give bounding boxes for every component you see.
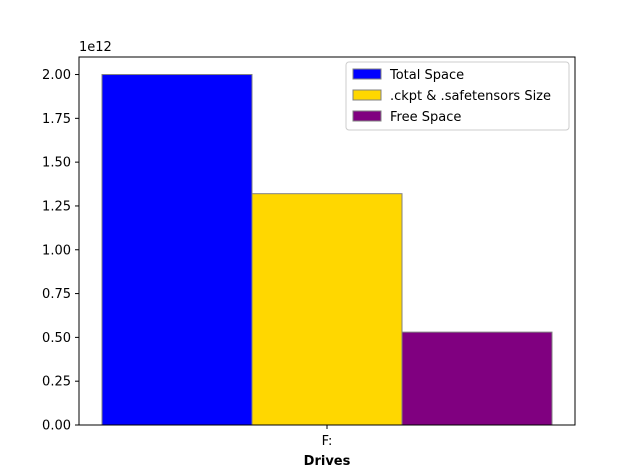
y-tick-label: 1.50 (42, 156, 71, 171)
x-tick-label: F: (322, 434, 333, 449)
legend-label-3: Free Space (390, 110, 461, 125)
x-axis-title: Drives (304, 454, 351, 469)
y-tick-label: 1.75 (42, 112, 71, 127)
bar-2 (251, 193, 403, 426)
bars-group (101, 74, 553, 426)
y-tick-label: 0.00 (42, 419, 71, 434)
bar-3 (401, 331, 553, 426)
plot-frame (78, 56, 576, 426)
legend: Total Space .ckpt & .safetensors Size Free… (345, 61, 570, 131)
legend-label-2: .ckpt & .safetensors Size (390, 89, 551, 104)
x-axis-ticks: F: (322, 425, 333, 449)
y-tick-label: 1.25 (42, 199, 71, 214)
legend-label-1: Total Space (389, 68, 464, 83)
y-tick-label: 1.00 (42, 243, 71, 258)
legend-frame (345, 61, 570, 131)
legend-swatch-2 (352, 89, 382, 101)
y-axis-ticks: 0.00 0.25 0.50 0.75 1.00 1.25 1.50 1.75 2.00 (42, 68, 79, 434)
legend-swatch-1 (352, 68, 382, 80)
legend-swatch-3 (352, 110, 382, 122)
y-tick-label: 0.25 (42, 375, 71, 390)
y-tick-label: 0.50 (42, 331, 71, 346)
y-tick-label: 2.00 (42, 68, 71, 83)
y-axis-offset-label: 1e12 (79, 40, 112, 55)
bar-1 (101, 74, 253, 426)
y-tick-label: 0.75 (42, 287, 71, 302)
